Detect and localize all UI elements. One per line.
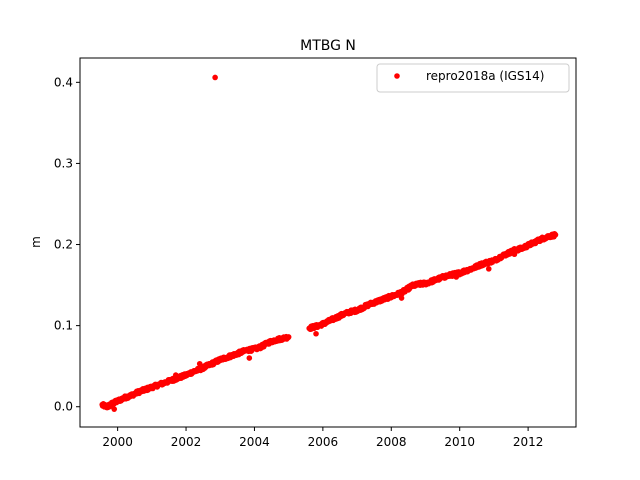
y-tick-label: 0.3 <box>54 156 73 170</box>
x-axis-ticks: 2000 2002 2004 2006 2008 2010 2012 <box>102 427 543 449</box>
data-point <box>313 330 319 337</box>
y-tick-label: 0.2 <box>54 238 73 252</box>
data-point <box>111 406 118 412</box>
points-layer <box>99 74 559 412</box>
data-point <box>285 334 292 340</box>
data-point <box>246 355 253 361</box>
chart-title: MTBG N <box>300 38 356 54</box>
x-tick-label: 2012 <box>513 435 544 449</box>
legend: repro2018a (IGS14) <box>376 63 570 93</box>
x-tick-label: 2006 <box>308 435 339 449</box>
plot-area <box>80 58 576 427</box>
data-point <box>552 232 559 238</box>
y-axis-ticks: 0.0 0.1 0.2 0.3 0.4 <box>54 75 80 414</box>
x-tick-label: 2000 <box>102 435 133 449</box>
data-point <box>172 372 179 378</box>
legend-marker <box>394 73 400 79</box>
y-tick-label: 0.1 <box>54 319 73 333</box>
data-point <box>485 266 492 272</box>
x-tick-label: 2004 <box>239 435 270 449</box>
legend-label: repro2018a (IGS14) <box>426 69 544 83</box>
data-point <box>398 295 405 301</box>
data-point <box>453 274 460 280</box>
y-tick-label: 0.0 <box>54 400 73 414</box>
x-tick-label: 2002 <box>171 435 202 449</box>
y-axis-label: m <box>29 236 43 248</box>
plot-frame <box>79 57 577 428</box>
data-point <box>511 251 518 258</box>
data-point <box>196 360 203 367</box>
x-tick-label: 2010 <box>444 435 475 449</box>
legend-box <box>376 63 570 93</box>
data-point <box>212 74 218 81</box>
y-tick-label: 0.4 <box>54 75 73 89</box>
x-tick-label: 2008 <box>376 435 407 449</box>
